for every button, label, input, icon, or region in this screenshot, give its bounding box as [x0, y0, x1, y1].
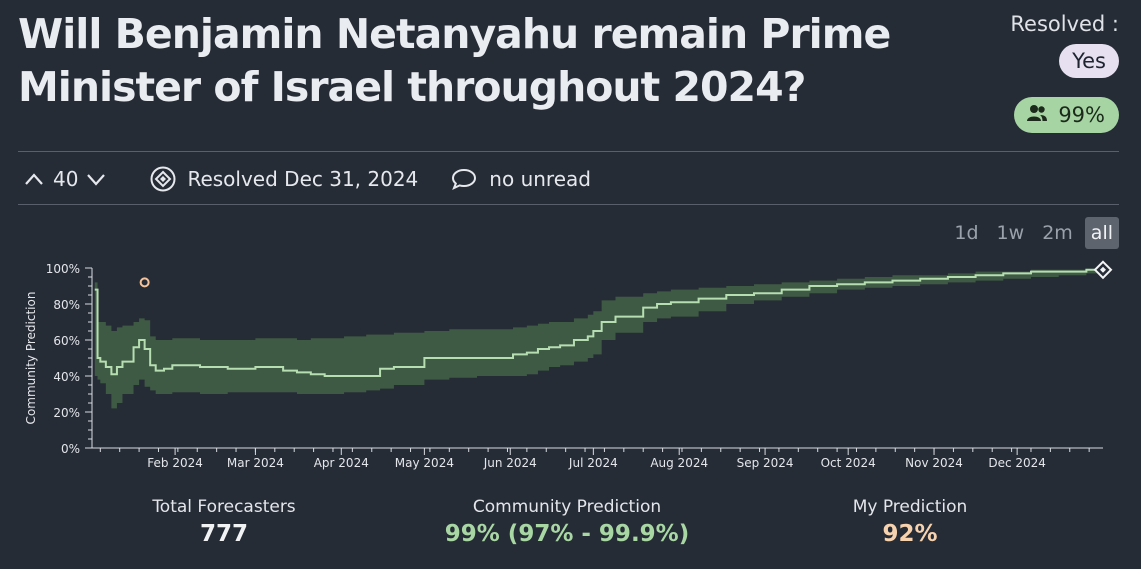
comments-text: no unread — [489, 167, 591, 191]
community-prediction-label: Community Prediction — [472, 497, 662, 517]
total-forecasters-value: 777 — [199, 521, 248, 547]
upvote-icon[interactable] — [24, 172, 44, 186]
x-tick-label: Sep 2024 — [737, 456, 794, 470]
y-tick-label: 60% — [53, 334, 80, 348]
my-prediction-value: 92% — [882, 521, 938, 547]
y-tick-label: 100% — [46, 262, 80, 276]
timeframe-1w[interactable]: 1w — [996, 222, 1025, 244]
y-tick-label: 20% — [53, 406, 80, 420]
community-prediction-stat: Community Prediction 99% (97% - 99.9%) — [417, 497, 717, 547]
y-axis-label: Community Prediction — [24, 292, 38, 425]
my-prediction-marker — [139, 277, 150, 288]
timeframe-all[interactable]: all — [1084, 217, 1119, 249]
resolved-label: Resolved : — [1010, 12, 1119, 36]
x-tick-label: Mar 2024 — [227, 456, 284, 470]
vote-control: 40 — [18, 167, 106, 191]
resolved-status: Resolved Dec 31, 2024 — [150, 166, 418, 192]
x-tick-label: Oct 2024 — [821, 456, 876, 470]
resolution-marker-icon — [1093, 260, 1113, 280]
my-prediction-label: My Prediction — [852, 497, 968, 517]
x-tick-label: Aug 2024 — [650, 456, 708, 470]
comment-icon — [451, 167, 477, 191]
resolved-diamond-icon — [150, 166, 176, 192]
users-icon — [1026, 103, 1048, 127]
y-tick-label: 80% — [53, 298, 80, 312]
x-tick-label: Jul 2024 — [568, 456, 618, 470]
community-prediction-line — [94, 268, 1103, 377]
community-percentage-badge: 99% — [1014, 97, 1119, 133]
divider-top — [18, 151, 1119, 152]
community-prediction-value: 99% (97% - 99.9%) — [444, 521, 690, 547]
y-tick-label: 0% — [61, 442, 80, 456]
my-prediction-stat: My Prediction 92% — [810, 497, 1010, 547]
x-tick-label: Feb 2024 — [147, 456, 203, 470]
total-forecasters-stat: Total Forecasters 777 — [124, 497, 324, 547]
resolution-value-badge: Yes — [1059, 44, 1119, 78]
community-percentage: 99% — [1058, 103, 1105, 127]
question-title: Will Benjamin Netanyahu remain Prime Min… — [18, 10, 891, 111]
timeframe-selector: 1d 1w 2m all — [948, 217, 1119, 249]
x-tick-label: Apr 2024 — [314, 456, 369, 470]
x-tick-label: Dec 2024 — [988, 456, 1046, 470]
comments-link[interactable]: no unread — [451, 167, 591, 191]
total-forecasters-label: Total Forecasters — [152, 497, 296, 517]
x-tick-label: Jun 2024 — [483, 456, 537, 470]
confidence-band — [94, 268, 1104, 409]
question-toolbar: 40 Resolved Dec 31, 2024 no unread — [18, 160, 591, 198]
divider-bottom — [18, 204, 1119, 205]
y-tick-label: 40% — [53, 370, 80, 384]
x-tick-label: May 2024 — [395, 456, 454, 470]
downvote-icon[interactable] — [86, 172, 106, 186]
timeframe-2m[interactable]: 2m — [1042, 222, 1073, 244]
resolution-marker-center — [1100, 266, 1106, 273]
x-tick-label: Nov 2024 — [905, 456, 963, 470]
vote-count: 40 — [53, 167, 79, 191]
timeframe-1d[interactable]: 1d — [954, 222, 979, 244]
resolved-date: Resolved Dec 31, 2024 — [187, 167, 419, 191]
